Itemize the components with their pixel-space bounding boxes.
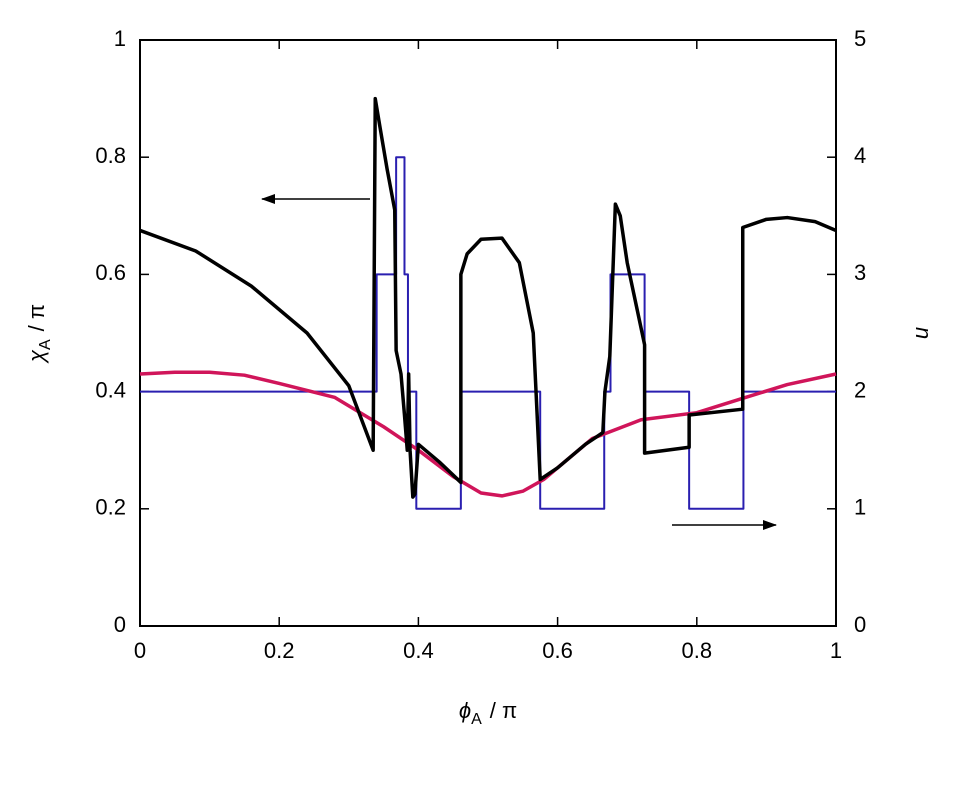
x-tick-label: 0.4 [403,638,434,663]
y-tick-label: 0.8 [95,143,126,168]
x-axis-label: ϕA / π [459,698,517,728]
series-line [139,96,837,499]
y-tick-label: 0.4 [95,377,126,402]
y-tick-label: 1 [114,26,126,51]
y2-tick-label: 2 [854,377,866,402]
x-tick-label: 0 [134,638,146,663]
y2-axis-label: u [908,327,933,339]
y2-tick-label: 0 [854,612,866,637]
x-tick-label: 0.6 [542,638,573,663]
y-tick-label: 0.2 [95,495,126,520]
y2-tick-label: 1 [854,495,866,520]
y2-tick-label: 5 [854,26,866,51]
x-tick-label: 0.2 [264,638,295,663]
y-axis-label: χA/ π [24,304,54,364]
x-tick-label: 0.8 [682,638,713,663]
y-tick-label: 0 [114,612,126,637]
y2-tick-label: 3 [854,260,866,285]
plot-frame [139,39,837,627]
y2-tick-label: 4 [854,143,866,168]
series-line [140,156,836,510]
x-tick-label: 1 [830,638,842,663]
y-tick-label: 0.6 [95,260,126,285]
